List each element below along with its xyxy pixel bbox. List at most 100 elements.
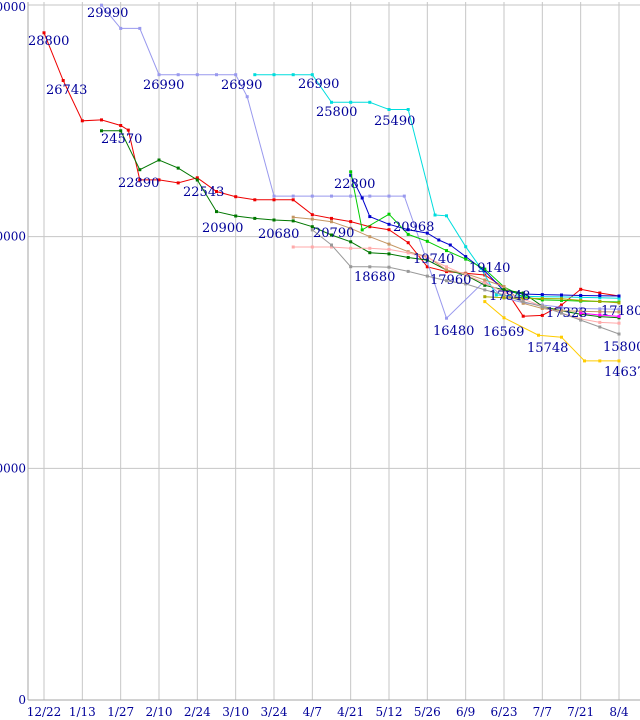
series-dark-green-marker: [502, 288, 506, 292]
series-tan-marker: [540, 307, 544, 310]
series-red-marker: [234, 195, 238, 199]
series-dark-green-line: [101, 130, 620, 319]
series-gray-marker: [330, 243, 333, 247]
series-tan-marker: [560, 309, 563, 313]
series-gray-marker: [425, 274, 429, 278]
series-cyan-marker: [464, 245, 468, 249]
series-red-marker: [560, 303, 563, 307]
series-dark-green-marker: [425, 258, 429, 262]
series-lavender-marker: [215, 73, 218, 77]
series-gray-marker: [310, 228, 314, 232]
series-lavender-marker: [598, 307, 602, 311]
series-cyan-marker: [579, 295, 583, 299]
series-lavender-marker: [560, 305, 563, 309]
series-yellow-marker: [617, 359, 621, 363]
series-gray-marker: [598, 325, 602, 329]
series-bright-green-marker: [560, 298, 563, 302]
series-yellow-marker: [483, 300, 487, 304]
series-red-marker: [291, 198, 295, 202]
price-label: 28800: [28, 34, 69, 49]
price-label: 25800: [316, 105, 357, 120]
series-red-marker: [61, 79, 65, 82]
price-label: 24570: [101, 132, 142, 147]
series-bright-green-marker: [360, 228, 364, 232]
series-tan-marker: [579, 309, 583, 313]
series-tan-marker: [483, 278, 487, 282]
series-cyan-marker: [617, 296, 621, 300]
series-cyan-marker: [291, 73, 295, 77]
series-gray-marker: [445, 279, 448, 283]
series-dark-green-marker: [330, 233, 333, 237]
series-olive-marker: [617, 301, 621, 305]
series-red-marker: [349, 220, 353, 224]
price-label: 19740: [413, 252, 454, 267]
series-gray-marker: [521, 300, 525, 304]
price-label: 26990: [298, 77, 339, 92]
series-red-marker: [425, 265, 429, 269]
series-tan-marker: [445, 268, 448, 272]
x-tick-label: 7/7: [533, 705, 552, 719]
series-red-marker: [540, 313, 544, 317]
series-pink-marker: [291, 245, 295, 249]
series-lavender-marker: [368, 194, 372, 198]
series-lavender-marker: [349, 194, 353, 198]
series-gray-marker: [464, 282, 468, 286]
series-yellow-marker: [502, 316, 506, 320]
series-lavender-marker: [330, 194, 333, 198]
series-dark-green-marker: [387, 252, 391, 256]
price-label: 17848: [489, 289, 530, 304]
price-label: 25490: [374, 114, 415, 129]
series-olive-marker: [502, 296, 506, 300]
series-red-marker: [119, 124, 123, 127]
price-label: 20680: [258, 227, 299, 242]
series-pink-marker: [349, 246, 353, 250]
series-blue-marker: [448, 243, 452, 247]
series-pink-marker: [330, 245, 333, 249]
series-red-marker: [387, 228, 391, 232]
series-red-marker: [330, 216, 333, 220]
series-red-marker: [42, 31, 46, 35]
series-tan-marker: [502, 285, 506, 288]
series-red-marker: [598, 291, 602, 295]
series-red-marker: [521, 314, 525, 318]
x-tick-label: 2/10: [146, 705, 173, 719]
series-blue-marker: [360, 196, 364, 200]
series-lavender-marker: [310, 194, 314, 198]
x-tick-label: 6/23: [491, 705, 518, 719]
series-lavender-marker: [425, 260, 429, 264]
y-tick-label: 0: [18, 693, 26, 707]
series-red-marker: [195, 176, 199, 180]
series-tan-marker: [349, 226, 353, 230]
price-label: 22543: [183, 185, 224, 200]
series-olive-marker: [579, 298, 583, 302]
series-dark-green-marker: [368, 251, 372, 255]
series-cyan-marker: [445, 214, 448, 218]
series-lavender-marker: [234, 73, 238, 77]
x-tick-label: 6/9: [456, 705, 475, 719]
series-tan-line: [293, 216, 620, 313]
series-pink-marker: [425, 256, 429, 259]
price-label: 22800: [334, 177, 375, 192]
y-tick-label: 30000: [0, 0, 26, 14]
series-lavender-marker: [157, 73, 161, 77]
series-olive-marker: [560, 297, 563, 301]
x-tick-label: 5/26: [414, 705, 441, 719]
series-blue-marker: [598, 294, 602, 298]
price-label: 22890: [118, 176, 159, 191]
series-gray-marker: [540, 305, 544, 309]
price-label: 20968: [393, 220, 434, 235]
series-cyan-marker: [368, 100, 372, 104]
series-gray-marker: [560, 311, 563, 315]
series-olive-marker: [521, 296, 525, 300]
series-tan-marker: [617, 310, 621, 314]
series-dark-green-marker: [291, 219, 295, 223]
series-dark-green-marker: [157, 158, 161, 162]
series-cyan-marker: [494, 293, 498, 297]
price-label: 15800: [603, 340, 640, 355]
series-pink-marker: [464, 273, 468, 277]
series-lavender-marker: [138, 26, 142, 30]
series-dark-green-marker: [483, 283, 487, 287]
series-pink-marker: [445, 265, 448, 269]
series-lavender-marker: [445, 316, 448, 320]
series-bright-green-marker: [349, 170, 353, 174]
